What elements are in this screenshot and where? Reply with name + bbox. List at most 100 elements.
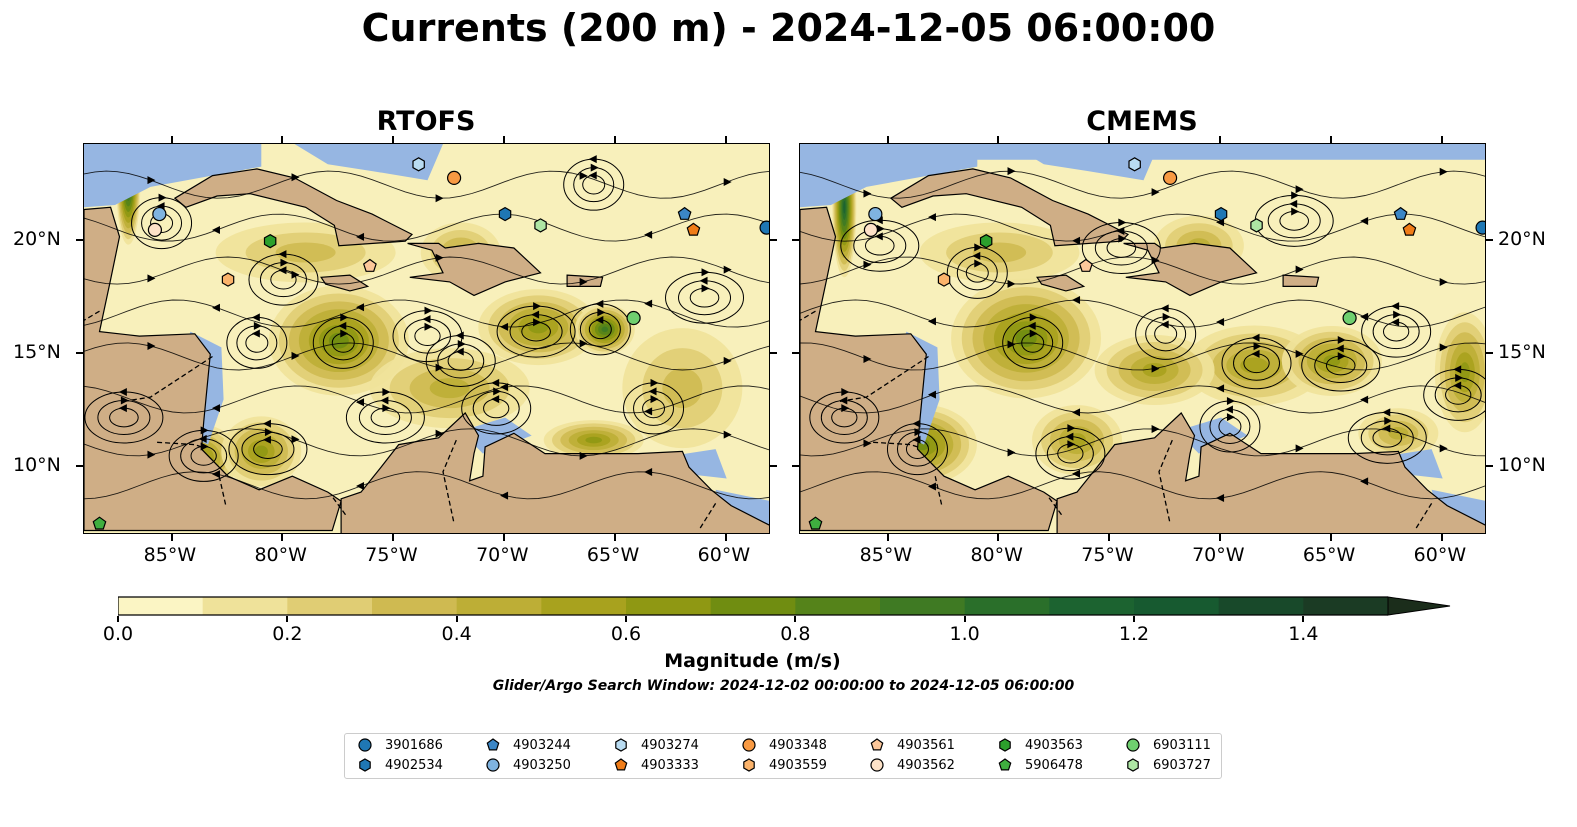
current-magnitude-contour — [254, 445, 268, 458]
shallow-water — [800, 144, 1485, 160]
float-marker-3901686[interactable] — [1475, 220, 1486, 235]
float-marker-5906478[interactable] — [808, 516, 823, 530]
streamline-arrow — [211, 404, 220, 413]
hexagon-marker-icon — [615, 738, 627, 752]
colorbar-tick-label: 0.6 — [610, 623, 642, 645]
legend-label: 3901686 — [385, 737, 443, 753]
float-legend: 3901686 4902534 4903244 4903250 4903274 49033… — [344, 733, 1222, 779]
streamline-arrow — [1253, 342, 1262, 351]
colorbar-segment — [964, 597, 1050, 615]
float-marker-4903563[interactable] — [979, 234, 993, 249]
float-marker-4903244[interactable] — [1393, 206, 1408, 220]
streamline-arrow — [291, 351, 300, 360]
legend-label: 4903333 — [641, 757, 699, 773]
legend-marker[interactable] — [1126, 738, 1140, 752]
float-marker-6903727[interactable] — [1250, 218, 1263, 233]
streamline-arrow — [291, 270, 300, 279]
legend-marker[interactable] — [1127, 758, 1139, 772]
streamline-arrow — [1151, 256, 1160, 265]
float-marker-4902534[interactable] — [1214, 206, 1228, 222]
float-marker-5906478[interactable] — [92, 516, 107, 530]
country-border — [84, 310, 100, 321]
y-tick-label: 15°N — [13, 341, 61, 364]
y-tickmark — [76, 239, 83, 242]
float-marker-4903244[interactable] — [677, 206, 692, 220]
legend-marker[interactable] — [615, 738, 627, 752]
legend-marker[interactable] — [486, 738, 500, 751]
legend-marker[interactable] — [999, 738, 1011, 752]
streamline-arrow — [1118, 218, 1127, 227]
x-tickmark — [392, 534, 395, 541]
legend-marker[interactable] — [358, 738, 372, 752]
streamline-arrow — [863, 354, 872, 363]
country-border — [837, 355, 929, 403]
land — [173, 168, 414, 247]
streamline-arrow — [262, 435, 271, 444]
float-marker-4903274[interactable] — [1128, 157, 1141, 172]
legend-marker[interactable] — [998, 758, 1012, 771]
float-marker-4903250[interactable] — [868, 206, 883, 222]
float-marker-4903563[interactable] — [263, 234, 277, 249]
rtofs-map-panel[interactable] — [83, 143, 770, 534]
float-marker-4903333[interactable] — [686, 222, 701, 236]
streamline-arrow — [1072, 295, 1081, 304]
legend-item-4903274: 4903274 — [613, 737, 699, 753]
float-marker-4903333[interactable] — [1402, 222, 1417, 236]
cmems-map-panel[interactable] — [799, 143, 1486, 534]
legend-marker[interactable] — [870, 738, 884, 751]
current-magnitude-contour — [843, 200, 846, 214]
legend-marker[interactable] — [614, 758, 628, 771]
colorbar-segment — [880, 597, 966, 615]
streamline-arrow — [340, 313, 349, 322]
x-tickmark — [503, 136, 506, 143]
legend-marker[interactable] — [743, 758, 755, 772]
pentagon-marker-icon — [870, 738, 884, 751]
float-marker-6903111[interactable] — [1342, 310, 1357, 326]
streamline-arrow — [1116, 226, 1125, 235]
float-marker-4903561[interactable] — [362, 258, 377, 272]
float-marker-4903274[interactable] — [412, 157, 425, 172]
y-tick-label: 20°N — [13, 228, 61, 251]
shallow-water — [294, 144, 443, 181]
colorbar-tickmark — [286, 616, 289, 622]
legend-marker[interactable] — [486, 758, 500, 772]
legend-item-4903244: 4903244 — [485, 737, 571, 753]
streamline-arrow — [158, 193, 167, 202]
legend-marker[interactable] — [870, 758, 884, 772]
float-marker-4903348[interactable] — [1162, 170, 1178, 186]
streamline-arrow — [644, 468, 653, 477]
streamline-arrow — [1072, 236, 1081, 245]
colorbar-segment — [795, 597, 881, 615]
float-marker-4903561[interactable] — [1078, 258, 1093, 272]
streamline-arrow — [723, 265, 732, 274]
streamline-arrow — [200, 426, 209, 435]
float-marker-4903348[interactable] — [446, 170, 462, 186]
float-marker-4903250[interactable] — [152, 206, 167, 222]
float-marker-4903562[interactable] — [863, 222, 879, 237]
streamline-arrow — [531, 310, 540, 319]
y-tickmark — [770, 352, 777, 355]
legend-item-4902534: 4902534 — [357, 757, 443, 773]
float-marker-6903111[interactable] — [626, 310, 641, 326]
x-tickmark — [503, 534, 506, 541]
country-border — [1415, 503, 1433, 529]
streamline — [84, 428, 769, 457]
colorbar-segment — [710, 597, 796, 615]
streamline — [800, 256, 1485, 285]
legend-label: 5906478 — [1025, 757, 1083, 773]
float-marker-6903727[interactable] — [534, 218, 547, 233]
streamline-arrow — [1007, 340, 1016, 349]
streamline-arrow — [1391, 318, 1400, 327]
current-magnitude-contour — [1388, 427, 1409, 440]
float-marker-3901686[interactable] — [759, 220, 770, 235]
legend-marker[interactable] — [359, 758, 371, 772]
float-marker-4903559[interactable] — [221, 272, 235, 287]
streamline-arrow — [1453, 381, 1462, 390]
legend-marker[interactable] — [742, 738, 756, 752]
float-marker-4902534[interactable] — [498, 206, 512, 222]
float-marker-4903562[interactable] — [147, 222, 163, 237]
map-svg — [800, 144, 1486, 533]
streamline-arrow — [1295, 185, 1304, 194]
float-marker-4903559[interactable] — [937, 272, 951, 287]
colorbar-tickmark — [1133, 616, 1135, 622]
